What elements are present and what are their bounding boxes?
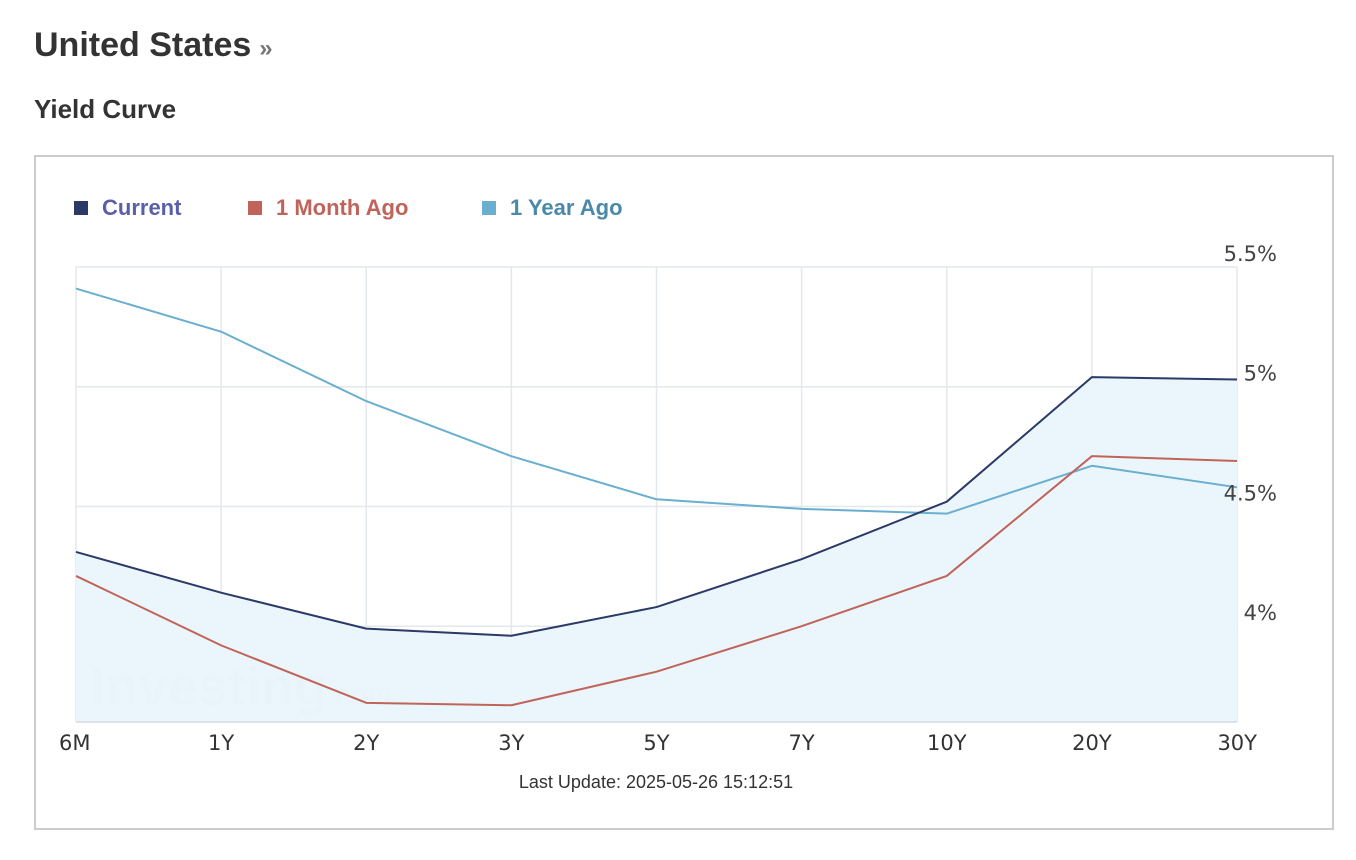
y-tick-label: 5%: [1244, 362, 1277, 386]
y-tick-label: 4.5%: [1224, 481, 1277, 505]
x-tick-label: 2Y: [353, 731, 379, 755]
legend-swatch: [482, 201, 496, 215]
y-tick-label: 4%: [1244, 601, 1277, 625]
data-point[interactable]: [360, 623, 372, 635]
y-tick-label: 5.5%: [1224, 242, 1277, 266]
series-area-0: [76, 377, 1237, 722]
x-tick-label: 30Y: [1217, 731, 1257, 755]
data-point[interactable]: [360, 697, 372, 709]
data-point[interactable]: [215, 639, 227, 651]
legend-item-label[interactable]: 1 Year Ago: [510, 195, 623, 220]
x-tick-label: 1Y: [208, 731, 234, 755]
data-point[interactable]: [941, 508, 953, 520]
data-point[interactable]: [796, 553, 808, 565]
x-tick-label: 6M: [59, 731, 90, 755]
data-point[interactable]: [651, 666, 663, 678]
legend-swatch: [74, 201, 88, 215]
data-point[interactable]: [1086, 450, 1098, 462]
data-point[interactable]: [1231, 374, 1243, 386]
data-point[interactable]: [796, 503, 808, 515]
x-tick-label: 20Y: [1072, 731, 1112, 755]
data-point[interactable]: [505, 450, 517, 462]
x-tick-label: 10Y: [927, 731, 967, 755]
data-point[interactable]: [215, 587, 227, 599]
data-point[interactable]: [360, 395, 372, 407]
country-title-link[interactable]: United States »: [34, 26, 273, 65]
data-point[interactable]: [796, 620, 808, 632]
data-point[interactable]: [1231, 455, 1243, 467]
data-point[interactable]: [505, 699, 517, 711]
section-title: Yield Curve: [34, 94, 177, 124]
yield-curve-chart: Investing.com4%4.5%5%5.5%6M1Y2Y3Y5Y7Y10Y…: [34, 155, 1334, 830]
series-line-0: [75, 376, 1238, 637]
last-update-text: Last Update: 2025-05-26 15:12:51: [519, 772, 793, 792]
data-point[interactable]: [215, 326, 227, 338]
series-line-1: [75, 455, 1238, 707]
legend-item-label[interactable]: 1 Month Ago: [276, 195, 408, 220]
data-point[interactable]: [1086, 371, 1098, 383]
data-point[interactable]: [70, 570, 82, 582]
x-tick-label: 7Y: [789, 731, 815, 755]
x-tick-label: 3Y: [498, 731, 524, 755]
x-tick-label: 5Y: [643, 731, 669, 755]
data-point[interactable]: [651, 601, 663, 613]
legend-swatch: [248, 201, 262, 215]
data-point[interactable]: [70, 546, 82, 558]
data-point[interactable]: [941, 496, 953, 508]
data-point[interactable]: [70, 283, 82, 295]
data-point[interactable]: [505, 630, 517, 642]
chevron-right-icon: »: [259, 35, 273, 62]
data-point[interactable]: [651, 493, 663, 505]
data-point[interactable]: [941, 570, 953, 582]
country-title-text: United States: [34, 26, 252, 64]
series-line-2: [75, 287, 1238, 515]
chart-svg: Investing.com4%4.5%5%5.5%6M1Y2Y3Y5Y7Y10Y…: [59, 195, 1277, 792]
legend-item-label[interactable]: Current: [102, 195, 182, 220]
